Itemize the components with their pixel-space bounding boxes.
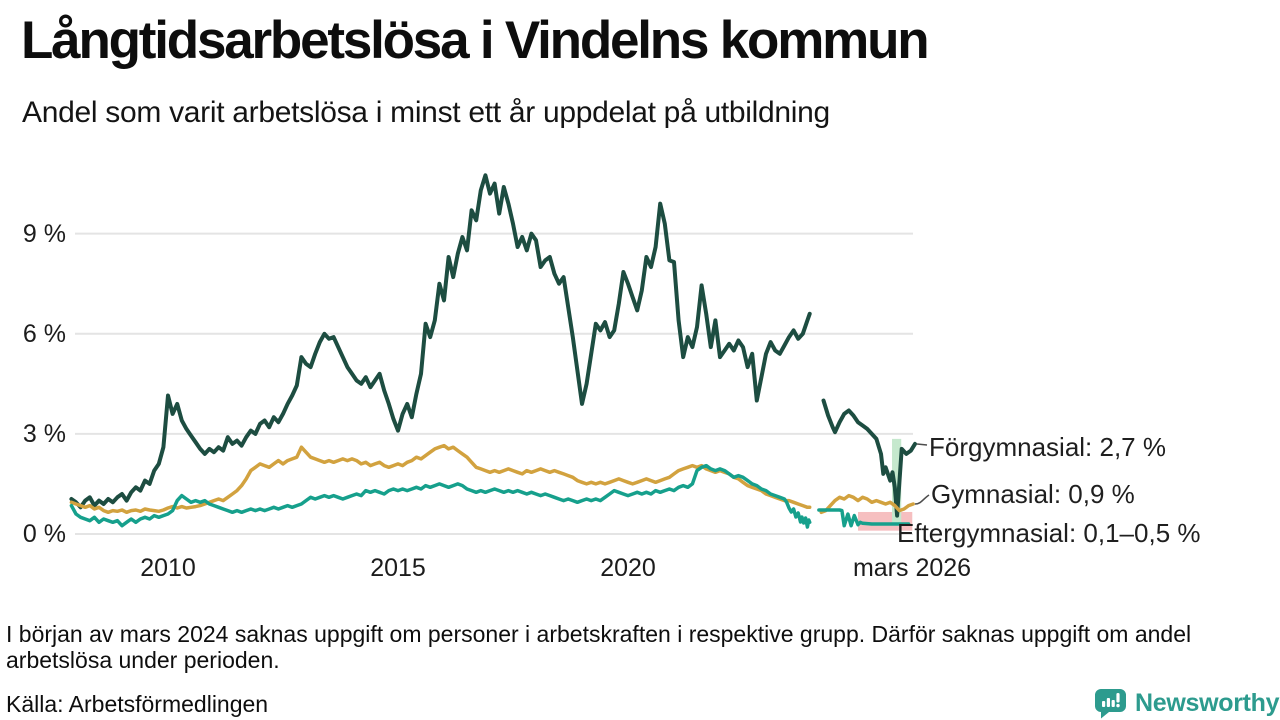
x-axis-label-2010: 2010: [140, 554, 196, 582]
x-axis-label-2015: 2015: [370, 554, 426, 582]
series-end-label-eftergymnasial: Eftergymnasial: 0,1–0,5 %: [897, 518, 1201, 548]
y-axis-label-0: 0 %: [22, 520, 66, 548]
chart-footnote: I början av mars 2024 saknas uppgift om …: [6, 621, 1192, 673]
y-axis-label-9: 9 %: [22, 220, 66, 248]
x-axis-label-mars-2026: mars 2026: [852, 554, 972, 582]
newsworthy-wordmark: Newsworthy: [1135, 689, 1280, 717]
page-subtitle: Andel som varit arbetslösa i minst ett å…: [22, 96, 830, 129]
newsworthy-icon: [1094, 688, 1127, 719]
source-label: Källa: Arbetsförmedlingen: [6, 691, 269, 717]
page-title: Långtidsarbetslösa i Vindelns kommun: [21, 11, 930, 70]
y-axis-label-6: 6 %: [22, 320, 66, 348]
series-end-label-gymnasial: Gymnasial: 0,9 %: [931, 479, 1135, 509]
newsworthy-logo: Newsworthy: [1094, 688, 1280, 719]
x-axis-label-2020: 2020: [600, 554, 656, 582]
series-end-label-forgymnasial: Förgymnasial: 2,7 %: [929, 432, 1166, 462]
y-axis-label-3: 3 %: [22, 420, 66, 448]
